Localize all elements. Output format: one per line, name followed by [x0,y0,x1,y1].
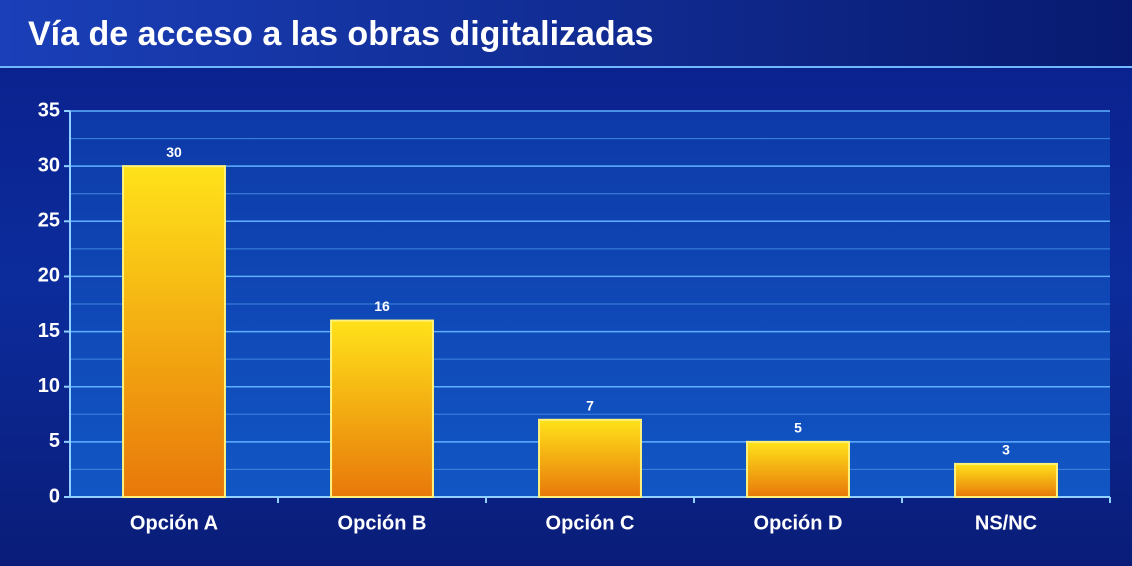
value-label: 7 [586,398,594,414]
chart-title: Vía de acceso a las obras digitalizadas [28,15,654,53]
y-tick-label: 25 [38,210,60,232]
value-label: 5 [794,420,802,436]
x-tick-label: NS/NC [975,512,1037,534]
x-tick-label: Opción D [754,512,843,534]
y-tick-label: 35 [38,99,60,121]
value-label: 3 [1002,442,1010,458]
bar [538,418,642,498]
y-tick-label: 10 [38,375,60,397]
value-label: 16 [374,298,390,314]
x-tick-label: Opción B [338,512,427,534]
bar [330,319,434,498]
bar [954,462,1058,498]
x-tick-label: Opción A [130,512,218,534]
y-tick-label: 30 [38,154,60,176]
y-tick-label: 5 [49,430,60,452]
y-tick-label: 0 [49,485,60,507]
x-tick-label: Opción C [546,512,635,534]
y-tick-label: 20 [38,265,60,287]
y-tick-label: 15 [38,320,60,342]
title-bar [0,0,1132,66]
bar [746,440,850,499]
bar [122,165,226,498]
value-label: 30 [166,144,182,160]
